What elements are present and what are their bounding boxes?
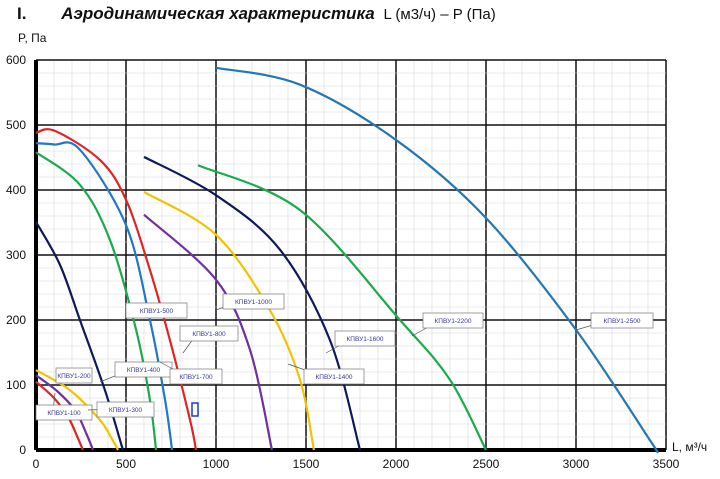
grid xyxy=(34,59,667,452)
label-text: КПВУ1-1000 xyxy=(235,299,272,306)
curves xyxy=(35,66,659,454)
label-box xyxy=(35,404,93,421)
label-text: КПВУ1-800 xyxy=(192,331,226,338)
label-text: КПВУ1-500 xyxy=(140,308,174,315)
y-tick-label: 600 xyxy=(6,53,26,67)
label-box xyxy=(96,401,155,418)
curve-кпву1-2500 xyxy=(215,66,659,454)
x-tick-label: 2500 xyxy=(473,457,500,471)
label-text: КПВУ1-1400 xyxy=(316,374,353,381)
y-tick-label: 300 xyxy=(6,248,26,262)
curve-label: КПВУ1-500 xyxy=(125,302,188,319)
label-text: КПВУ1-400 xyxy=(127,367,161,374)
marker-box xyxy=(191,402,199,417)
label-box xyxy=(303,368,365,385)
label-text: КПВУ1-700 xyxy=(179,374,213,381)
curve-labels: КПВУ1-100 КПВУ1-200 КПВУ1-300 КПВУ1-400 КПВУ… xyxy=(35,293,654,421)
x-tick-label: 3500 xyxy=(653,457,680,471)
x-tick-label: 2000 xyxy=(383,457,410,471)
label-box xyxy=(179,325,239,342)
y-tick-label: 0 xyxy=(19,443,26,457)
curve-кпву1-800 xyxy=(35,128,198,451)
curve-label: КПВУ1-200 xyxy=(55,367,93,384)
section-number: I. xyxy=(17,4,27,23)
curve-label: КПВУ1-1400 xyxy=(287,363,365,385)
label-box xyxy=(125,302,188,319)
curve-label: КПВУ1-1000 xyxy=(215,293,285,311)
x-tick-label: 3000 xyxy=(563,457,590,471)
curve-label: КПВУ1-2200 xyxy=(411,312,484,337)
title-main: Аэродинамическая характеристика xyxy=(61,4,375,23)
curve-label: КПВУ1-1600 xyxy=(325,330,396,354)
curve-кпву1-2200 xyxy=(197,164,487,451)
label-box xyxy=(169,368,223,385)
y-tick-label: 500 xyxy=(6,118,26,132)
curve-кпву1-700 xyxy=(35,141,174,451)
y-axis-label: P, Па xyxy=(18,31,47,45)
curve-кпву1-1000 xyxy=(143,213,274,451)
tick-labels: 0 500 1000 1500 2000 2500 3000 3500 0 100 200 300 40… xyxy=(6,53,680,471)
curve-label: КПВУ1-300 xyxy=(87,401,155,418)
y-tick-label: 200 xyxy=(6,313,26,327)
y-tick-label: 400 xyxy=(6,183,26,197)
x-tick-label: 1500 xyxy=(293,457,320,471)
label-text: КПВУ1-200 xyxy=(57,373,91,380)
x-axis-label: L, м³/ч xyxy=(672,440,707,454)
curve-label: КПВУ1-700 xyxy=(159,361,223,385)
label-box xyxy=(222,293,285,310)
x-tick-label: 500 xyxy=(116,457,136,471)
label-text: КПВУ1-1600 xyxy=(347,336,384,343)
label-text: КПВУ1-2200 xyxy=(435,318,472,325)
title-units: L (м3/ч) – P (Па) xyxy=(383,6,496,23)
label-box xyxy=(422,312,484,329)
label-box xyxy=(55,367,93,384)
label-text: КПВУ1-300 xyxy=(109,407,143,414)
curve-кпву1-1400 xyxy=(143,191,315,451)
label-text: КПВУ1-100 xyxy=(47,410,81,417)
x-tick-label: 0 xyxy=(33,457,40,471)
curve-label: КПВУ1-2500 xyxy=(575,312,654,331)
curve-label: КПВУ1-800 xyxy=(179,325,239,354)
curve-кпву1-500 xyxy=(35,151,158,451)
chart-title: I. Аэродинамическая характеристика L (м3… xyxy=(17,4,496,24)
y-tick-label: 100 xyxy=(6,378,26,392)
label-text: КПВУ1-2500 xyxy=(604,318,641,325)
label-box xyxy=(590,312,654,329)
x-tick-label: 1000 xyxy=(203,457,230,471)
curve-label: КПВУ1-100 xyxy=(35,392,93,421)
label-box xyxy=(334,330,396,347)
